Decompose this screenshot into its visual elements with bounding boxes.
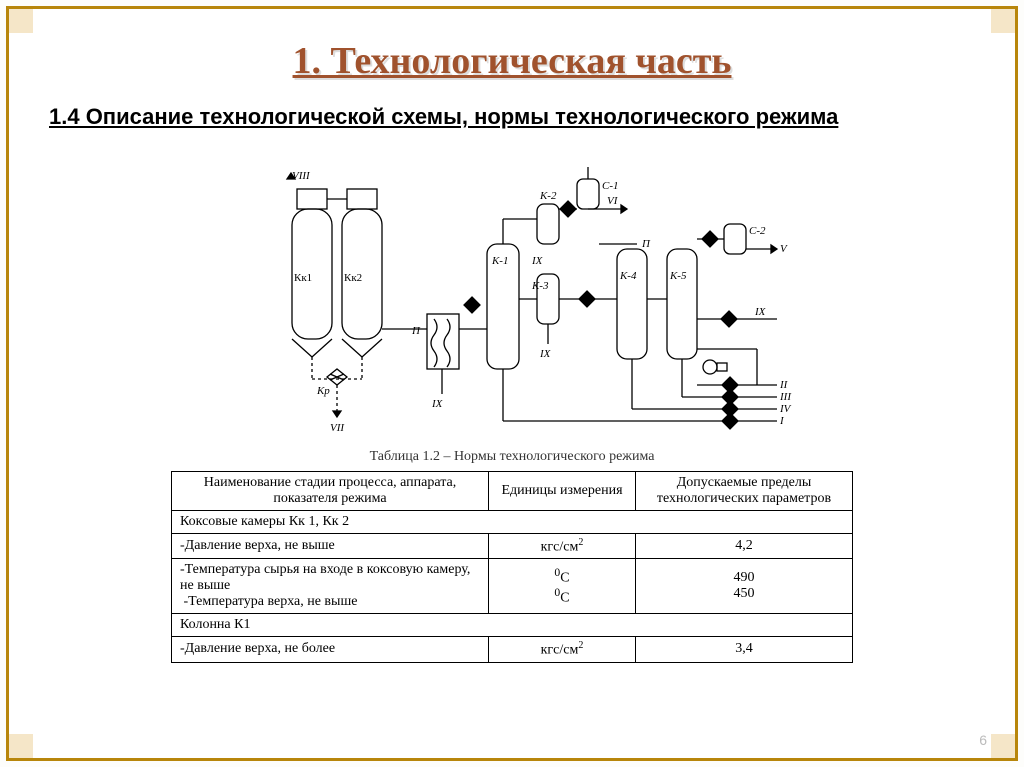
svg-text:Кк1: Кк1 xyxy=(294,272,312,284)
cell: 490450 xyxy=(636,559,853,614)
table-row: -Давление верха, не более кгс/см2 3,4 xyxy=(172,637,853,663)
svg-text:I: I xyxy=(779,415,785,427)
table-row: Коксовые камеры Кк 1, Кк 2 xyxy=(172,510,853,533)
slide-content: 1. Технологическая часть 1.4 Описание те… xyxy=(49,39,975,728)
corner-decoration xyxy=(6,734,33,761)
svg-text:К-1: К-1 xyxy=(491,255,508,267)
corner-decoration xyxy=(991,734,1018,761)
col-name: Наименование стадии процесса, аппарата, … xyxy=(172,471,489,510)
svg-text:К-5: К-5 xyxy=(669,270,687,282)
col-units: Единицы измерения xyxy=(489,471,636,510)
svg-text:К-4: К-4 xyxy=(619,270,637,282)
page-title: 1. Технологическая часть xyxy=(49,39,975,83)
svg-text:III: III xyxy=(779,391,792,403)
svg-text:Кр: Кр xyxy=(316,385,330,397)
svg-text:II: II xyxy=(779,379,789,391)
cell: -Давление верха, не выше xyxy=(172,533,489,559)
svg-text:К-3: К-3 xyxy=(531,280,549,292)
cell: Коксовые камеры Кк 1, Кк 2 xyxy=(172,510,853,533)
table-header-row: Наименование стадии процесса, аппарата, … xyxy=(172,471,853,510)
page-number: 6 xyxy=(979,732,987,748)
table-row: -Температура сырья на входе в коксовую к… xyxy=(172,559,853,614)
cell: 0С0С xyxy=(489,559,636,614)
table-row: -Давление верха, не выше кгс/см2 4,2 xyxy=(172,533,853,559)
svg-text:IV: IV xyxy=(779,403,792,415)
cell: 3,4 xyxy=(636,637,853,663)
svg-text:IX: IX xyxy=(431,398,444,410)
corner-decoration xyxy=(6,6,33,33)
svg-text:П: П xyxy=(641,238,651,250)
table-row: Колонна К1 xyxy=(172,614,853,637)
svg-text:П: П xyxy=(411,325,421,337)
table-caption: Таблица 1.2 – Нормы технологического реж… xyxy=(49,449,975,465)
svg-text:К-2: К-2 xyxy=(539,190,557,202)
svg-text:Кк2: Кк2 xyxy=(344,272,362,284)
svg-text:IX: IX xyxy=(539,348,552,360)
slide-frame: 1. Технологическая часть 1.4 Описание те… xyxy=(6,6,1018,761)
cell: кгс/см2 xyxy=(489,533,636,559)
svg-text:V: V xyxy=(780,243,788,255)
cell: -Давление верха, не более xyxy=(172,637,489,663)
process-diagram: Кк1 Кк2 VIII xyxy=(232,149,792,439)
svg-text:С-1: С-1 xyxy=(602,180,619,192)
corner-decoration xyxy=(991,6,1018,33)
col-limits: Допускаемые пределы технологических пара… xyxy=(636,471,853,510)
cell: кгс/см2 xyxy=(489,637,636,663)
svg-text:IX: IX xyxy=(531,255,544,267)
svg-text:IX: IX xyxy=(754,306,767,318)
svg-text:VI: VI xyxy=(607,195,619,207)
svg-text:VIII: VIII xyxy=(292,170,311,182)
cell: Колонна К1 xyxy=(172,614,853,637)
cell: -Температура сырья на входе в коксовую к… xyxy=(172,559,489,614)
cell: 4,2 xyxy=(636,533,853,559)
svg-text:VII: VII xyxy=(330,422,345,434)
parameters-table: Наименование стадии процесса, аппарата, … xyxy=(171,471,853,663)
section-subtitle: 1.4 Описание технологической схемы, норм… xyxy=(49,103,975,131)
svg-text:С-2: С-2 xyxy=(749,225,766,237)
